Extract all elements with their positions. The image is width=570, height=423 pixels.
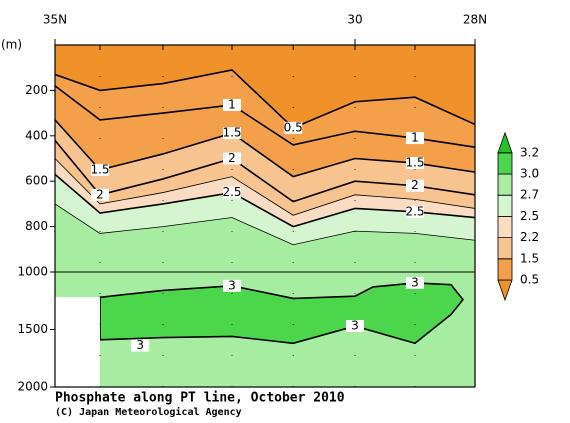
y-tick-label: 600 <box>25 174 48 188</box>
contour-label: 2.5 <box>222 185 241 199</box>
contour-line <box>54 85 476 148</box>
y-tick-label: 400 <box>25 128 48 142</box>
colorbar-label: 1.5 <box>520 251 539 265</box>
contour-label: 3 <box>411 275 419 289</box>
y-tick-label: 1500 <box>17 322 48 336</box>
contour-label-bg <box>223 127 241 140</box>
no-data-area <box>55 297 100 387</box>
contour-line <box>54 158 476 216</box>
contour-label: 1 <box>411 131 419 145</box>
contour-label-bg <box>223 186 241 199</box>
contour-label-bg <box>223 152 241 165</box>
y-tick-label: 200 <box>25 83 48 97</box>
contour-label: 1 <box>228 97 236 111</box>
contour-label-bg <box>223 279 241 292</box>
contour-label-bg <box>406 132 424 145</box>
colorbar-swatch <box>497 152 513 175</box>
contour-label-bg <box>91 163 109 176</box>
contour-label: 1.5 <box>90 162 109 176</box>
contour-label: 2 <box>411 178 419 192</box>
contour-label-bg <box>406 157 424 170</box>
contour-label: 1.5 <box>405 156 424 170</box>
plot-area <box>55 45 475 388</box>
colorbar-swatch <box>497 279 513 302</box>
colorbar-swatch <box>497 173 513 196</box>
contour-label-bg <box>406 179 424 192</box>
x-tick-label: 35N <box>43 13 67 27</box>
plot-frame <box>54 44 476 388</box>
colorbar-label: 2.2 <box>520 230 539 244</box>
contour-label-bg <box>223 98 241 111</box>
contour-label: 3 <box>228 278 236 292</box>
contour-label-bg <box>91 188 109 201</box>
colorbar-swatch <box>497 216 513 238</box>
contour-line <box>54 69 476 129</box>
x-tick-label: 28N <box>463 13 487 27</box>
contour-label-bg <box>284 121 303 134</box>
colorbar-swatch <box>497 237 513 260</box>
colorbar-label: 0.5 <box>520 273 539 287</box>
colorbar-label: 2.7 <box>520 188 539 202</box>
contour-label-bg <box>346 320 364 333</box>
colorbar-label: 3.0 <box>520 167 539 181</box>
y-tick-label: 2000 <box>17 380 48 394</box>
closed-contour <box>99 282 465 345</box>
contour-line <box>54 173 476 228</box>
contour-line <box>54 203 476 246</box>
contour-label: 2.5 <box>405 204 424 218</box>
colorbar-swatch <box>497 131 513 154</box>
contour-label: 0.5 <box>284 120 303 134</box>
colorbar-swatch <box>497 194 513 217</box>
contour-label-bg <box>131 339 150 352</box>
contour-label: 3 <box>136 338 144 352</box>
contour-label: 2 <box>228 151 236 165</box>
chart-title: Phosphate along PT line, October 2010 <box>55 391 345 406</box>
contour-label: 1.5 <box>222 126 241 140</box>
contour-line <box>54 139 476 203</box>
contour-label: 3 <box>351 319 359 333</box>
colorbar-label: 2.5 <box>520 209 539 223</box>
contour-label-bg <box>406 276 424 289</box>
x-tick-label: 30 <box>347 13 362 27</box>
contour-line <box>54 119 476 178</box>
y-axis-label: (m) <box>1 38 22 52</box>
y-tick-label: 800 <box>25 219 48 233</box>
credit: (C) Japan Meteorological Agency <box>55 406 242 418</box>
overlay: 0.5 1 1 1.5 1.5 1.5 2 2 2 2.5 2.5 3 3 3 3 <box>54 45 476 387</box>
colorbar-swatch <box>497 258 513 281</box>
contour-label-bg <box>406 205 424 218</box>
colorbar-label: 3.2 <box>520 145 539 159</box>
contour-label: 2 <box>96 187 104 201</box>
y-tick-label: 1000 <box>17 265 48 279</box>
